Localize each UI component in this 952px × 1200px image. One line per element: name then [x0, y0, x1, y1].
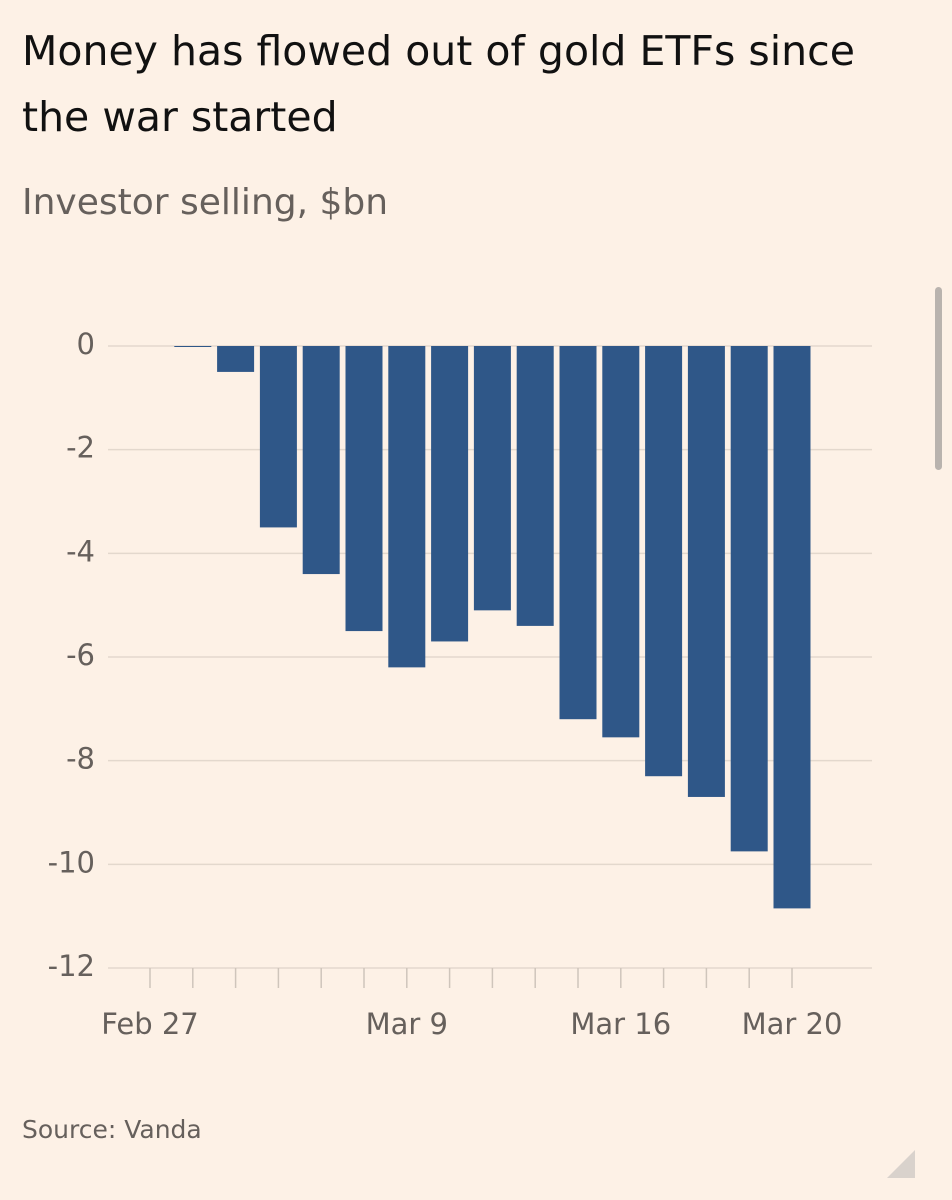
bar: [388, 346, 426, 668]
y-tick-label: -2: [66, 431, 95, 465]
bar: [302, 346, 340, 575]
bar: [431, 346, 469, 642]
x-tick-label: Mar 9: [366, 1007, 448, 1041]
y-tick-label: -6: [66, 638, 95, 672]
resize-handle: [887, 1150, 915, 1178]
chart-subtitle: Investor selling, $bn: [22, 182, 389, 223]
x-tick-label: Mar 16: [570, 1007, 671, 1041]
x-tick-label: Feb 27: [101, 1007, 198, 1041]
bar: [259, 346, 297, 528]
bar: [516, 346, 554, 626]
x-tick-label: Mar 20: [742, 1007, 843, 1041]
bar: [730, 346, 768, 852]
bar: [473, 346, 511, 611]
bar: [217, 346, 255, 372]
bar: [645, 346, 683, 777]
y-tick-label: -8: [66, 742, 95, 776]
source-note: Source: Vanda: [22, 1115, 202, 1144]
bar: [345, 346, 383, 632]
y-tick-label: -4: [66, 534, 95, 568]
bar: [602, 346, 640, 738]
bar: [174, 346, 212, 347]
y-tick-label: -12: [48, 949, 95, 983]
y-tick-label: -10: [48, 845, 95, 879]
bar: [559, 346, 597, 720]
bar: [773, 346, 811, 909]
chart-title: Money has flowed out of gold ETFs since …: [22, 27, 855, 141]
scrollbar: [935, 287, 942, 470]
y-tick-label: 0: [77, 327, 95, 361]
bar: [687, 346, 725, 797]
